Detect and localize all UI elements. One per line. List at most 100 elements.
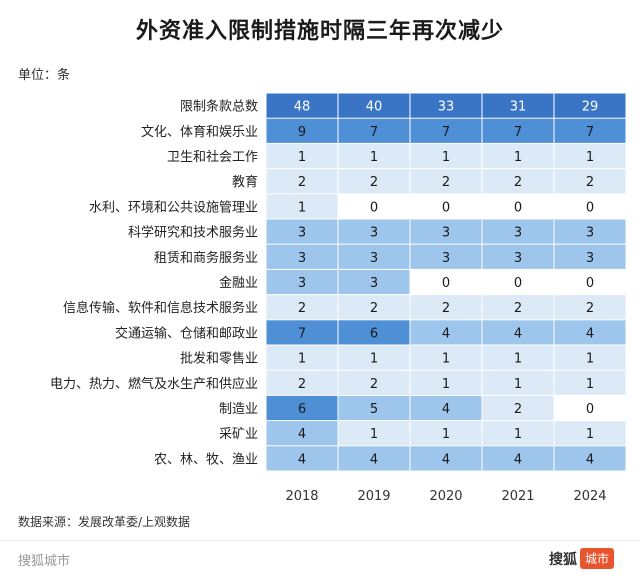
cell-value: 4 xyxy=(442,452,450,467)
heatmap-cell xyxy=(410,395,482,421)
heatmap-cell xyxy=(338,219,410,244)
row-label: 信息传输、软件和信息技术服务业 xyxy=(63,300,258,316)
cell-value: 4 xyxy=(442,402,450,417)
cell-value: 33 xyxy=(438,100,455,115)
heatmap-cell xyxy=(554,370,626,395)
heatmap-cell xyxy=(338,269,410,295)
heatmap-cell xyxy=(410,345,482,370)
cell-value: 3 xyxy=(370,276,378,291)
cell-value: 3 xyxy=(298,276,306,291)
heatmap-cell xyxy=(338,244,410,269)
cell-value: 1 xyxy=(514,150,522,165)
heatmap-cell xyxy=(554,118,626,143)
row-label: 金融业 xyxy=(219,275,258,291)
cell-value: 2 xyxy=(442,175,450,190)
cell-value: 1 xyxy=(370,352,378,367)
heatmap-cell xyxy=(482,143,554,169)
cell-value: 0 xyxy=(442,200,450,215)
cell-value: 1 xyxy=(514,427,522,442)
cell-value: 1 xyxy=(514,377,522,392)
heatmap-cell xyxy=(482,320,554,345)
cell-value: 2 xyxy=(442,301,450,316)
heatmap-cell xyxy=(410,143,482,169)
row-label: 租赁和商务服务业 xyxy=(154,250,258,266)
heatmap-cell xyxy=(266,244,338,269)
heatmap-cell xyxy=(266,345,338,370)
heatmap-cell xyxy=(482,295,554,320)
year-label: 2020 xyxy=(429,489,462,504)
heatmap-cell xyxy=(482,370,554,395)
cell-value: 29 xyxy=(582,100,599,115)
cell-value: 0 xyxy=(586,276,594,291)
heatmap-cell xyxy=(338,143,410,169)
cell-value: 4 xyxy=(298,427,306,442)
heatmap-cell xyxy=(482,244,554,269)
heatmap-cell xyxy=(410,295,482,320)
heatmap-cell xyxy=(338,93,410,118)
row-label: 批发和零售业 xyxy=(180,351,258,367)
heatmap-cell xyxy=(554,194,626,219)
cell-value: 6 xyxy=(370,326,378,341)
heatmap-cell xyxy=(482,169,554,194)
heatmap-cell xyxy=(482,446,554,471)
row-label: 电力、热力、燃气及水生产和供应业 xyxy=(50,376,258,392)
year-label: 2021 xyxy=(501,489,534,504)
cell-value: 1 xyxy=(442,352,450,367)
cell-value: 0 xyxy=(586,200,594,215)
cell-value: 4 xyxy=(514,326,522,341)
heatmap-cell xyxy=(410,93,482,118)
heatmap-cell xyxy=(266,421,338,446)
cell-value: 3 xyxy=(514,251,522,266)
heatmap-cell xyxy=(338,421,410,446)
cell-value: 3 xyxy=(586,226,594,241)
row-label: 交通运输、仓储和邮政业 xyxy=(115,325,258,341)
cell-value: 1 xyxy=(586,427,594,442)
heatmap-cell xyxy=(338,345,410,370)
row-label: 采矿业 xyxy=(219,427,258,442)
cell-value: 0 xyxy=(370,200,378,215)
heatmap-cell xyxy=(482,194,554,219)
heatmap-cell xyxy=(410,244,482,269)
heatmap-cell xyxy=(482,269,554,295)
cell-value: 7 xyxy=(442,125,450,140)
heatmap-cell xyxy=(266,194,338,219)
cell-value: 2 xyxy=(514,175,522,190)
cell-value: 1 xyxy=(370,427,378,442)
row-label: 文化、体育和娱乐业 xyxy=(141,124,258,140)
cell-value: 7 xyxy=(298,326,306,341)
cell-value: 1 xyxy=(586,377,594,392)
row-label: 制造业 xyxy=(219,402,258,417)
year-label: 2024 xyxy=(573,489,606,504)
cell-value: 9 xyxy=(298,125,306,140)
cell-value: 2 xyxy=(298,377,306,392)
heatmap-cell xyxy=(266,295,338,320)
heatmap-cell xyxy=(266,169,338,194)
row-label: 教育 xyxy=(232,174,258,190)
watermark-logo: 搜狐 城市 xyxy=(549,548,614,569)
year-label: 2018 xyxy=(285,489,318,504)
heatmap-cell xyxy=(554,421,626,446)
heatmap-cell xyxy=(554,395,626,421)
heatmap-cell xyxy=(266,370,338,395)
cell-value: 2 xyxy=(370,377,378,392)
heatmap-cell xyxy=(266,219,338,244)
watermark-badge: 城市 xyxy=(579,548,614,569)
cell-value: 2 xyxy=(370,175,378,190)
cell-value: 3 xyxy=(586,251,594,266)
heatmap-cell xyxy=(482,421,554,446)
watermark-text: 搜狐城市 xyxy=(18,554,71,569)
heatmap-cell xyxy=(266,320,338,345)
heatmap-cell xyxy=(338,320,410,345)
heatmap-cell xyxy=(482,219,554,244)
cell-value: 1 xyxy=(586,150,594,165)
heatmap-cell xyxy=(338,295,410,320)
heatmap-cell xyxy=(338,370,410,395)
row-label: 限制条款总数 xyxy=(180,99,258,115)
cell-value: 40 xyxy=(366,100,383,115)
row-label: 科学研究和技术服务业 xyxy=(128,225,258,241)
cell-value: 1 xyxy=(298,200,306,215)
cell-value: 1 xyxy=(442,377,450,392)
heatmap-cell xyxy=(338,395,410,421)
heatmap-cell xyxy=(266,269,338,295)
